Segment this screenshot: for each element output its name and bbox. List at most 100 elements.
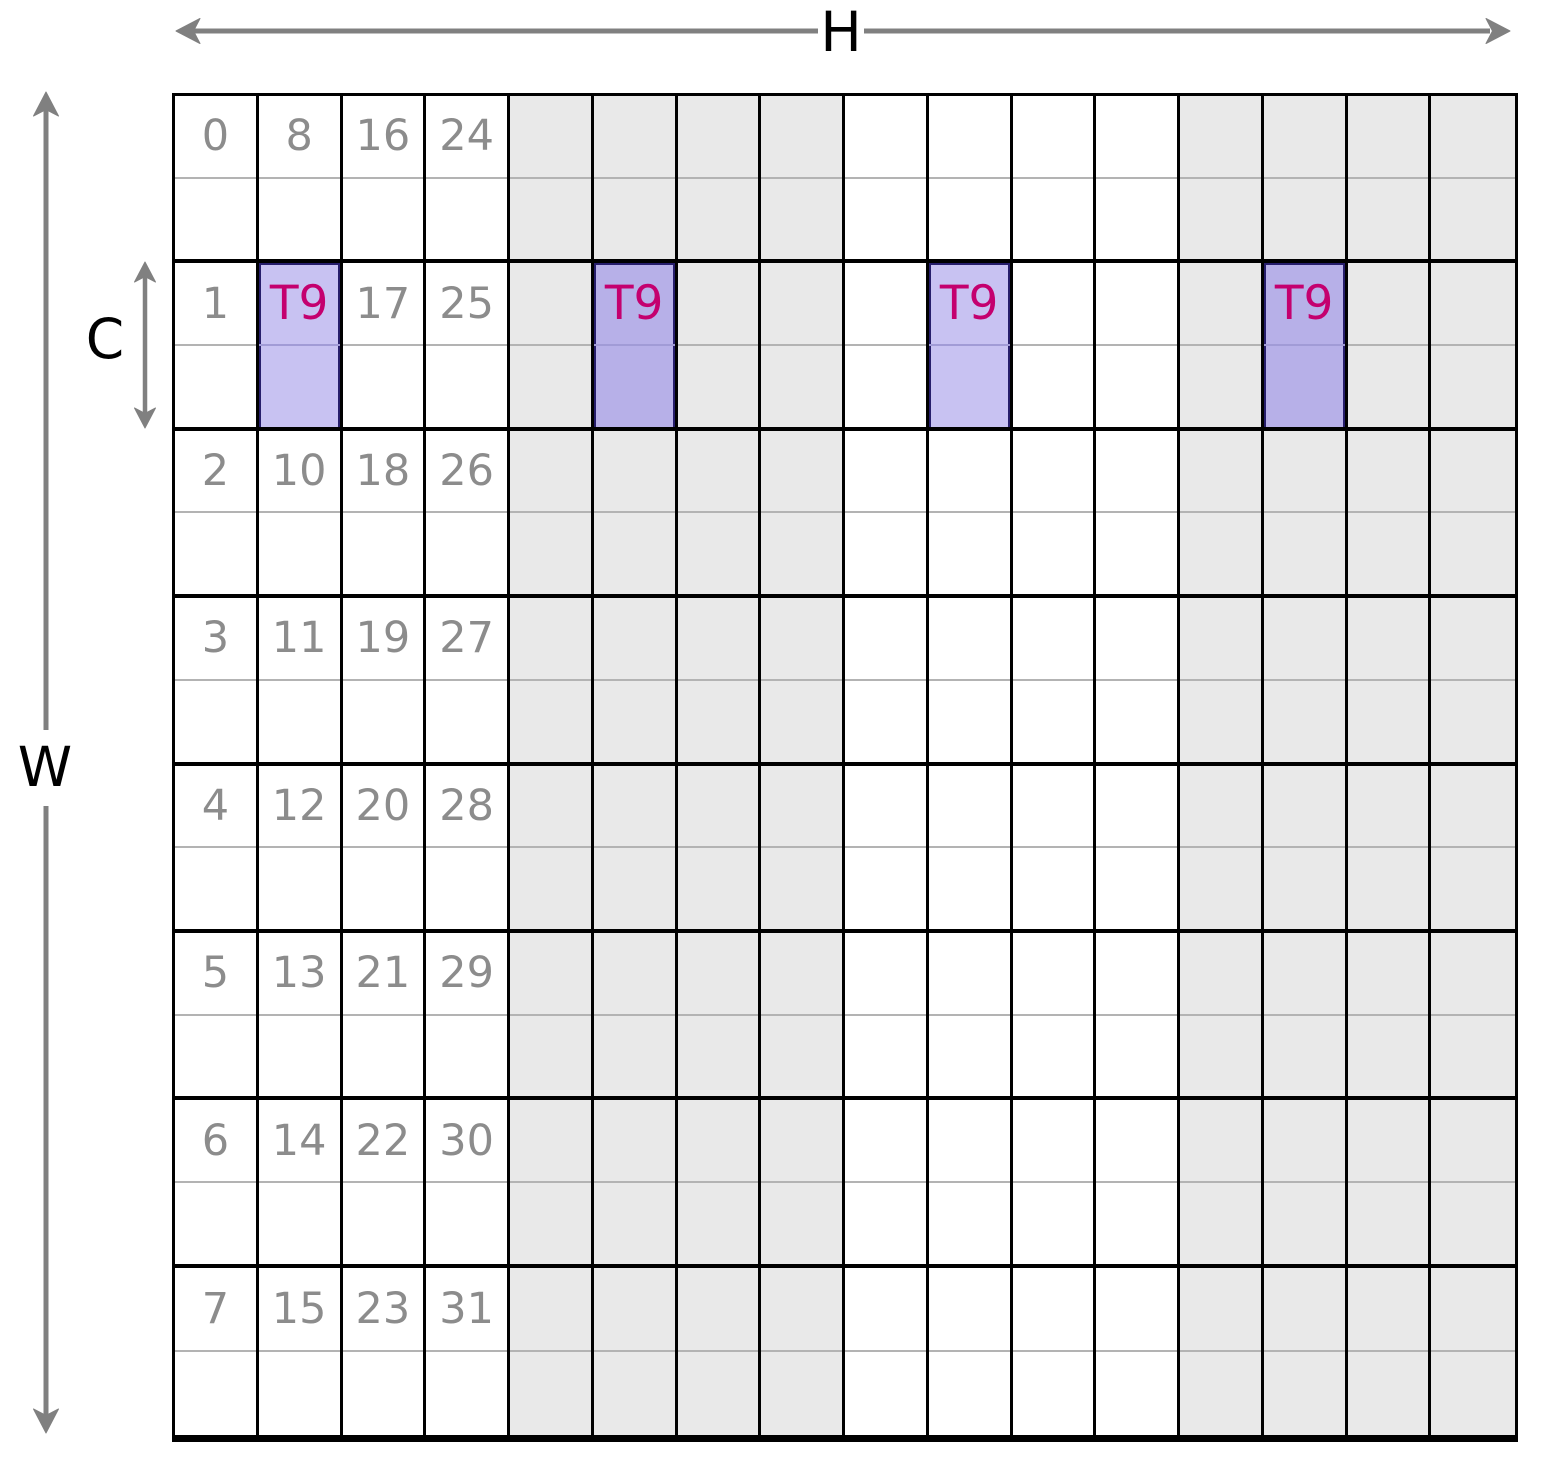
grid-cell: 13 (258, 932, 343, 1101)
grid-cell (593, 430, 678, 599)
cell-number: 0 (201, 111, 230, 162)
grid-cell (1012, 1267, 1097, 1435)
grid-cell (510, 96, 594, 264)
grid-cell (1096, 765, 1180, 933)
grid-cell: 18 (342, 430, 427, 599)
grid-cell: 19 (342, 598, 427, 766)
cell-number: 15 (271, 1283, 327, 1334)
cell-number: 7 (201, 1283, 230, 1334)
cell-number: 21 (355, 948, 411, 999)
grid-cell (1263, 598, 1348, 766)
grid-cell: 15 (258, 1267, 343, 1435)
grid-cell (593, 765, 678, 933)
grid-cell: 23 (342, 1267, 427, 1435)
cell-number: 27 (439, 613, 494, 664)
grid-cell (761, 1267, 845, 1435)
grid-cell: 29 (426, 932, 510, 1101)
grid-cell: 5 (175, 932, 259, 1101)
grid-cell: 25 (426, 263, 510, 431)
tile-label: T9 (269, 276, 329, 332)
grid-cell (1431, 932, 1515, 1101)
grid-cell: 10 (258, 430, 343, 599)
grid-cell (1431, 765, 1515, 933)
tile-highlight-cell: T9 (928, 263, 1013, 431)
grid-cell (593, 1100, 678, 1268)
grid-cell: 0 (175, 96, 259, 264)
grid-cell (1180, 1267, 1264, 1435)
grid-cell (677, 765, 762, 933)
grid-cell (1263, 1100, 1348, 1268)
grid-cell (1012, 430, 1097, 599)
grid-cell (1263, 1267, 1348, 1435)
grid-cell (1180, 96, 1264, 264)
tile-label: T9 (939, 276, 999, 332)
cell-number: 25 (439, 278, 494, 329)
w-dim-label: W (17, 735, 73, 799)
grid-cell (510, 1100, 594, 1268)
grid-cell (677, 263, 762, 431)
grid-cell (845, 932, 929, 1101)
cell-number: 13 (271, 948, 327, 999)
grid-cell: 2 (175, 430, 259, 599)
w-arrow (33, 91, 59, 1434)
cell-number: 3 (201, 613, 230, 664)
cell-number: 8 (285, 111, 313, 162)
grid-cell: 16 (342, 96, 427, 264)
grid-cell (593, 1267, 678, 1435)
grid-cell (1431, 263, 1515, 431)
grid-cell (677, 598, 762, 766)
grid-cell (761, 932, 845, 1101)
grid-cell (845, 1267, 929, 1435)
arrowhead-down-icon (33, 1408, 59, 1434)
grid-cell: 1 (175, 263, 259, 431)
cell-number: 2 (201, 446, 230, 497)
cell-number: 17 (355, 278, 411, 329)
grid-cell (510, 932, 594, 1101)
cell-number: 12 (271, 780, 327, 831)
grid-cell (1347, 765, 1432, 933)
h-dim-label: H (820, 0, 862, 64)
cell-number: 14 (271, 1115, 327, 1166)
memory-grid: 0 8 16 24 1 T9 17 25 T9 T9 T9 2 10 18 26 3 11 19 27 4 12 20 28… (172, 93, 1518, 1442)
cell-number: 16 (355, 111, 411, 162)
cell-number: 26 (439, 446, 494, 497)
grid-cell (761, 765, 845, 933)
grid-cell (928, 1100, 1013, 1268)
grid-cell (1096, 598, 1180, 766)
grid-cell (1431, 598, 1515, 766)
grid-cell (761, 598, 845, 766)
grid-cell (1180, 932, 1264, 1101)
cell-number: 11 (271, 613, 327, 664)
grid-cell (845, 96, 929, 264)
grid-cell: 7 (175, 1267, 259, 1435)
grid-cell (928, 598, 1013, 766)
grid-cell: 3 (175, 598, 259, 766)
grid-cell (593, 932, 678, 1101)
grid-cell (1431, 430, 1515, 599)
grid-cell: 24 (426, 96, 510, 264)
grid-cell (761, 96, 845, 264)
grid-cell (1431, 96, 1515, 264)
grid-cell (1263, 932, 1348, 1101)
cell-number: 20 (355, 780, 411, 831)
grid-cell (1347, 1267, 1432, 1435)
grid-cell (1096, 1100, 1180, 1268)
grid-cell (510, 765, 594, 933)
grid-cell (1012, 263, 1097, 431)
grid-cell (1263, 430, 1348, 599)
grid-cell (928, 96, 1013, 264)
cell-number: 31 (439, 1283, 494, 1334)
grid-cell (1180, 263, 1264, 431)
grid-cell (845, 263, 929, 431)
cell-number: 22 (355, 1115, 411, 1166)
c-dim-label: C (85, 307, 125, 371)
grid-cell (1431, 1267, 1515, 1435)
grid-cell (1180, 765, 1264, 933)
grid-cell (1012, 932, 1097, 1101)
grid-cell (510, 598, 594, 766)
cell-number: 30 (439, 1115, 494, 1166)
grid-cell (761, 263, 845, 431)
cell-number: 4 (201, 780, 230, 831)
